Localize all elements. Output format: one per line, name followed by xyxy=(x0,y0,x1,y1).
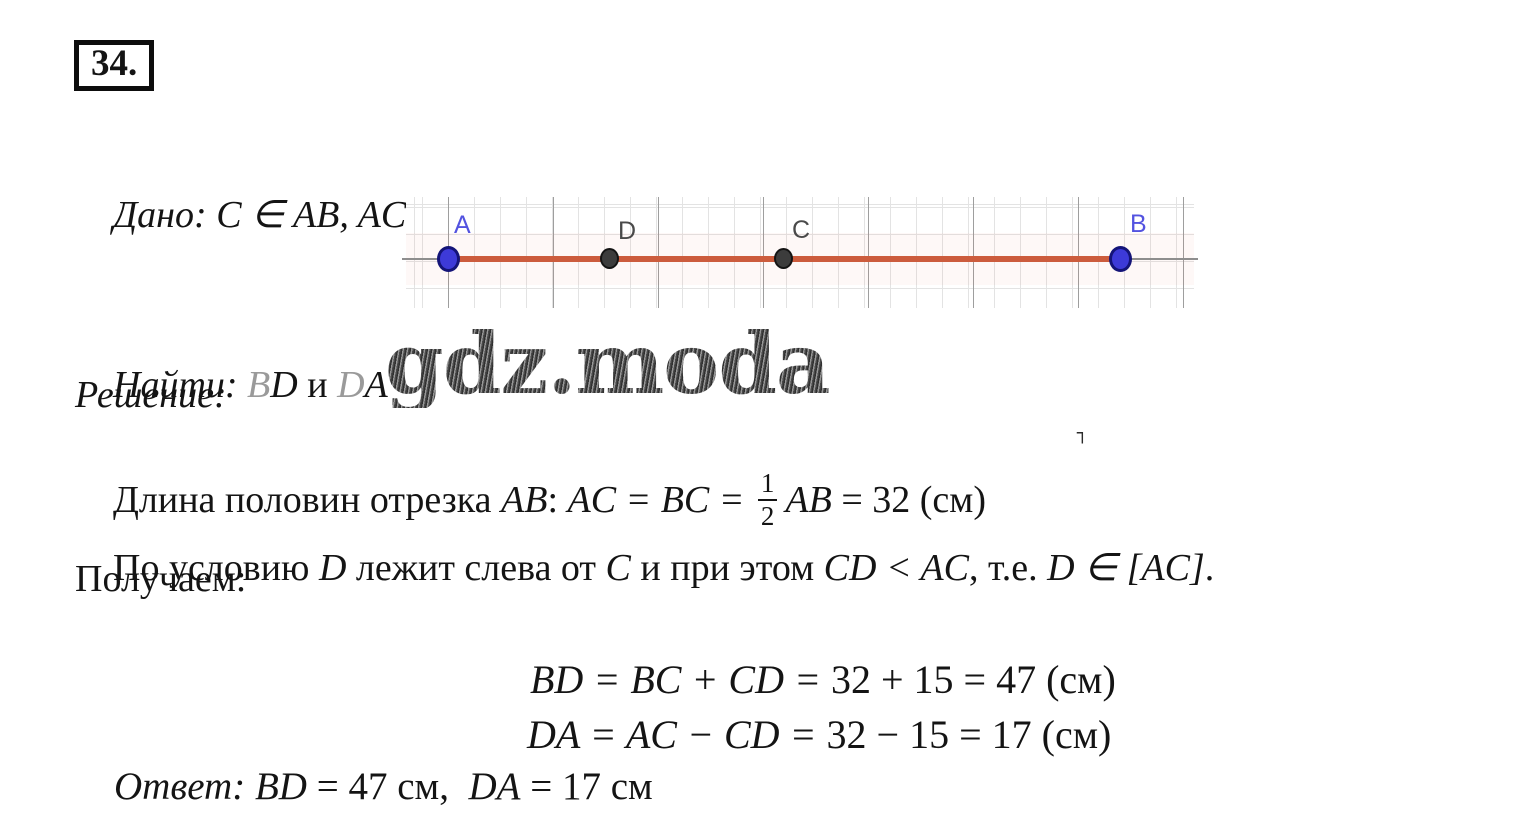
equation-bd: BD = BC + CD = 32 + 15 = 47 (см) xyxy=(490,611,1116,749)
equation-da-unit: (см) xyxy=(1031,712,1112,757)
equation-bd-unit: (см) xyxy=(1036,657,1116,702)
point-b xyxy=(1109,246,1132,272)
condition-text-3: и при этом xyxy=(630,546,824,589)
answer-value-da: 17 см xyxy=(561,764,653,808)
condition-text-1: По условию xyxy=(113,546,319,589)
answer-var-bd: BD xyxy=(254,764,307,808)
halves-var-ab: AB xyxy=(501,478,548,521)
find-var-d2: D xyxy=(337,363,365,406)
halves-line: Длина половин отрезка AB: AC = BC = 1 2 AB… xyxy=(75,424,986,581)
given-label: Дано: xyxy=(113,193,217,236)
answer-equals-1: = xyxy=(306,764,349,808)
watermark: gdz.moda xyxy=(385,314,830,413)
point-b-label: B xyxy=(1130,210,1147,238)
answer-line: Ответ: BD = 47 см, DA = 17 см xyxy=(75,720,653,827)
condition-var-d: D xyxy=(318,546,347,589)
find-conjunction: и xyxy=(297,363,338,406)
halves-equals: = xyxy=(831,478,873,521)
obtain-label: Получаем: xyxy=(75,558,247,600)
find-label: Найти: xyxy=(113,363,248,406)
equation-da-math: DA = AC − CD = xyxy=(527,712,827,757)
solution-label: Решение: xyxy=(75,374,227,416)
condition-math-1: CD < AC xyxy=(823,546,969,589)
answer-value-bd: 47 см, xyxy=(348,764,469,808)
condition-var-c: C xyxy=(605,546,631,589)
find-line: Найти: BD и DA xyxy=(75,320,388,451)
answer-label: Ответ: xyxy=(114,764,255,808)
condition-math-2: D ∈ [AC] xyxy=(1047,546,1205,589)
equation-da: DA = AC − CD = 32 − 15 = 17 (см) xyxy=(487,666,1111,804)
halves-var-ab-2: AB xyxy=(785,478,832,521)
find-var-d: D xyxy=(270,363,298,406)
halves-math-1: AC = BC = xyxy=(567,478,754,521)
find-var-b: B xyxy=(247,363,271,406)
point-c-label: C xyxy=(792,216,811,244)
stray-mark: ┐ xyxy=(1077,423,1088,444)
halves-number: 32 xyxy=(872,478,911,521)
equation-da-numbers: 32 − 15 = 17 xyxy=(826,712,1032,757)
condition-text-2: лежит слева от xyxy=(346,546,606,589)
fraction-denominator: 2 xyxy=(757,498,778,532)
point-d xyxy=(600,248,619,269)
equation-bd-math: BD = BC + CD = xyxy=(530,657,831,702)
condition-text-4: , т.е. xyxy=(968,546,1048,589)
point-c xyxy=(774,248,793,269)
halves-colon: : xyxy=(547,478,568,521)
answer-var-da: DA xyxy=(468,764,521,808)
equation-bd-numbers: 32 + 15 = 47 xyxy=(830,657,1037,702)
problem-number-badge: 34. xyxy=(74,40,155,91)
answer-equals-2: = xyxy=(520,764,562,808)
fraction-numerator: 1 xyxy=(760,467,775,498)
find-var-a: A xyxy=(364,363,388,406)
point-a xyxy=(437,246,460,272)
point-d-label: D xyxy=(618,217,637,245)
halves-text-1: Длина половин отрезка xyxy=(113,478,501,521)
segment-diagram: A D C B xyxy=(402,197,1198,308)
problem-number: 34. xyxy=(91,43,138,84)
point-a-label: A xyxy=(454,211,471,239)
condition-line: По условию D лежит слева от C и при этом… xyxy=(75,503,1214,634)
halves-unit: (см) xyxy=(910,478,987,521)
condition-period: . xyxy=(1204,546,1215,589)
